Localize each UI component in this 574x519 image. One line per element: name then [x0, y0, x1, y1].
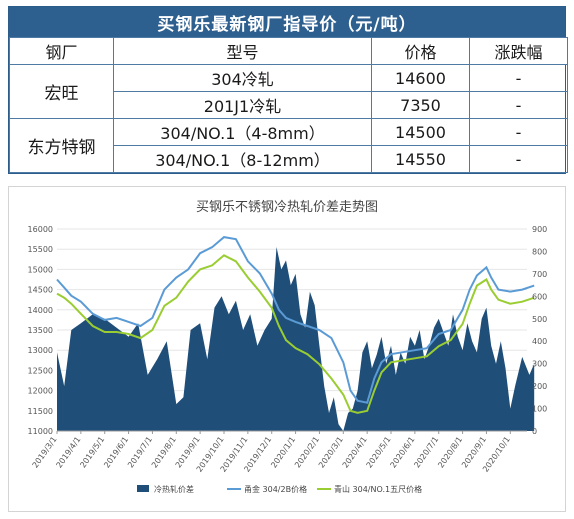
legend-label: 青山 304/NO.1五尺价格 — [334, 484, 422, 494]
table-row: 东方特钢 304/NO.1（4-8mm） 14500 - — [9, 118, 568, 173]
y-left-tick-label: 14500 — [28, 286, 53, 295]
y-left-tick-label: 16000 — [28, 225, 53, 234]
legend-label: 甬金 304/2B价格 — [244, 484, 307, 494]
table-row: 201J1冷轧 7350 - — [10, 91, 568, 119]
y-left-tick-label: 12500 — [28, 366, 53, 375]
model-cell: 304/NO.1（4-8mm） — [113, 118, 372, 146]
y-left-tick-label: 15000 — [28, 265, 53, 274]
chart-title: 买钢乐不锈钢冷热轧价差走势图 — [196, 199, 378, 215]
chart-svg: 买钢乐不锈钢冷热轧价差走势图 11000 11500 12000 12500 13000… — [28, 199, 548, 494]
price-cell: 14500 — [371, 118, 470, 146]
y-right-tick-label: 500 — [532, 315, 547, 324]
y-right-tick-label: 100 — [532, 405, 547, 414]
header-mill: 钢厂 — [9, 37, 114, 65]
y-right-tick-label: 700 — [532, 270, 547, 279]
price-cell: 7350 — [371, 91, 470, 119]
table-row: 宏旺 304冷轧 14600 - — [9, 64, 568, 119]
y-right-tick-label: 200 — [532, 382, 547, 391]
legend-label: 冷热轧价差 — [154, 484, 194, 494]
price-grid: 钢厂 型号 价格 涨跌幅 宏旺 304冷轧 14600 - 201J1冷轧 73… — [9, 37, 568, 173]
y-right-tick-label: 400 — [532, 337, 547, 346]
y-left-tick-label: 15500 — [28, 245, 53, 254]
chart-legend: 冷热轧价差 甬金 304/2B价格 青山 304/NO.1五尺价格 — [137, 484, 422, 494]
legend-swatch-spread — [137, 485, 149, 492]
price-cell: 14550 — [371, 145, 470, 173]
header-change: 涨跌幅 — [469, 37, 568, 65]
header-model: 型号 — [113, 37, 372, 65]
chart-plot — [56, 236, 535, 431]
header-row: 钢厂 型号 价格 涨跌幅 — [9, 37, 568, 65]
change-cell: - — [469, 118, 568, 146]
y-left-tick-label: 13500 — [28, 326, 53, 335]
y-right-tick-label: 600 — [532, 292, 547, 301]
mill-cell: 宏旺 — [9, 64, 114, 119]
model-cell: 304冷轧 — [113, 64, 372, 92]
series-spread-area — [57, 247, 535, 431]
price-cell: 14600 — [371, 64, 470, 92]
price-table: 买钢乐最新钢厂指导价（元/吨） 钢厂 型号 价格 涨跌幅 宏旺 304冷轧 14… — [8, 6, 568, 174]
header-price: 价格 — [371, 37, 470, 65]
model-cell: 304/NO.1（8-12mm） — [113, 145, 372, 173]
y-left-tick-label: 13000 — [28, 346, 53, 355]
y-right-tick-label: 0 — [532, 427, 537, 436]
y-left-tick-label: 14000 — [28, 306, 53, 315]
y-left-tick-label: 11500 — [28, 407, 53, 416]
y-left-tick-label: 12000 — [28, 387, 53, 396]
y-left-tick-label: 11000 — [28, 427, 53, 436]
change-cell: - — [469, 64, 568, 92]
y-right-tick-label: 300 — [532, 360, 547, 369]
series-qingshan-line — [56, 254, 535, 414]
table-title: 买钢乐最新钢厂指导价（元/吨） — [9, 7, 565, 37]
y-right-tick-label: 800 — [532, 247, 547, 256]
change-cell: - — [469, 91, 568, 119]
mill-cell: 东方特钢 — [9, 118, 114, 173]
y-right-tick-label: 900 — [532, 225, 547, 234]
spread-chart: 买钢乐不锈钢冷热轧价差走势图 11000 11500 12000 12500 13000… — [8, 186, 566, 512]
table-row: 304/NO.1（8-12mm） 14550 - — [10, 145, 568, 173]
series-hongwang-line — [56, 236, 535, 404]
model-cell: 201J1冷轧 — [113, 91, 372, 119]
change-cell: - — [469, 145, 568, 173]
